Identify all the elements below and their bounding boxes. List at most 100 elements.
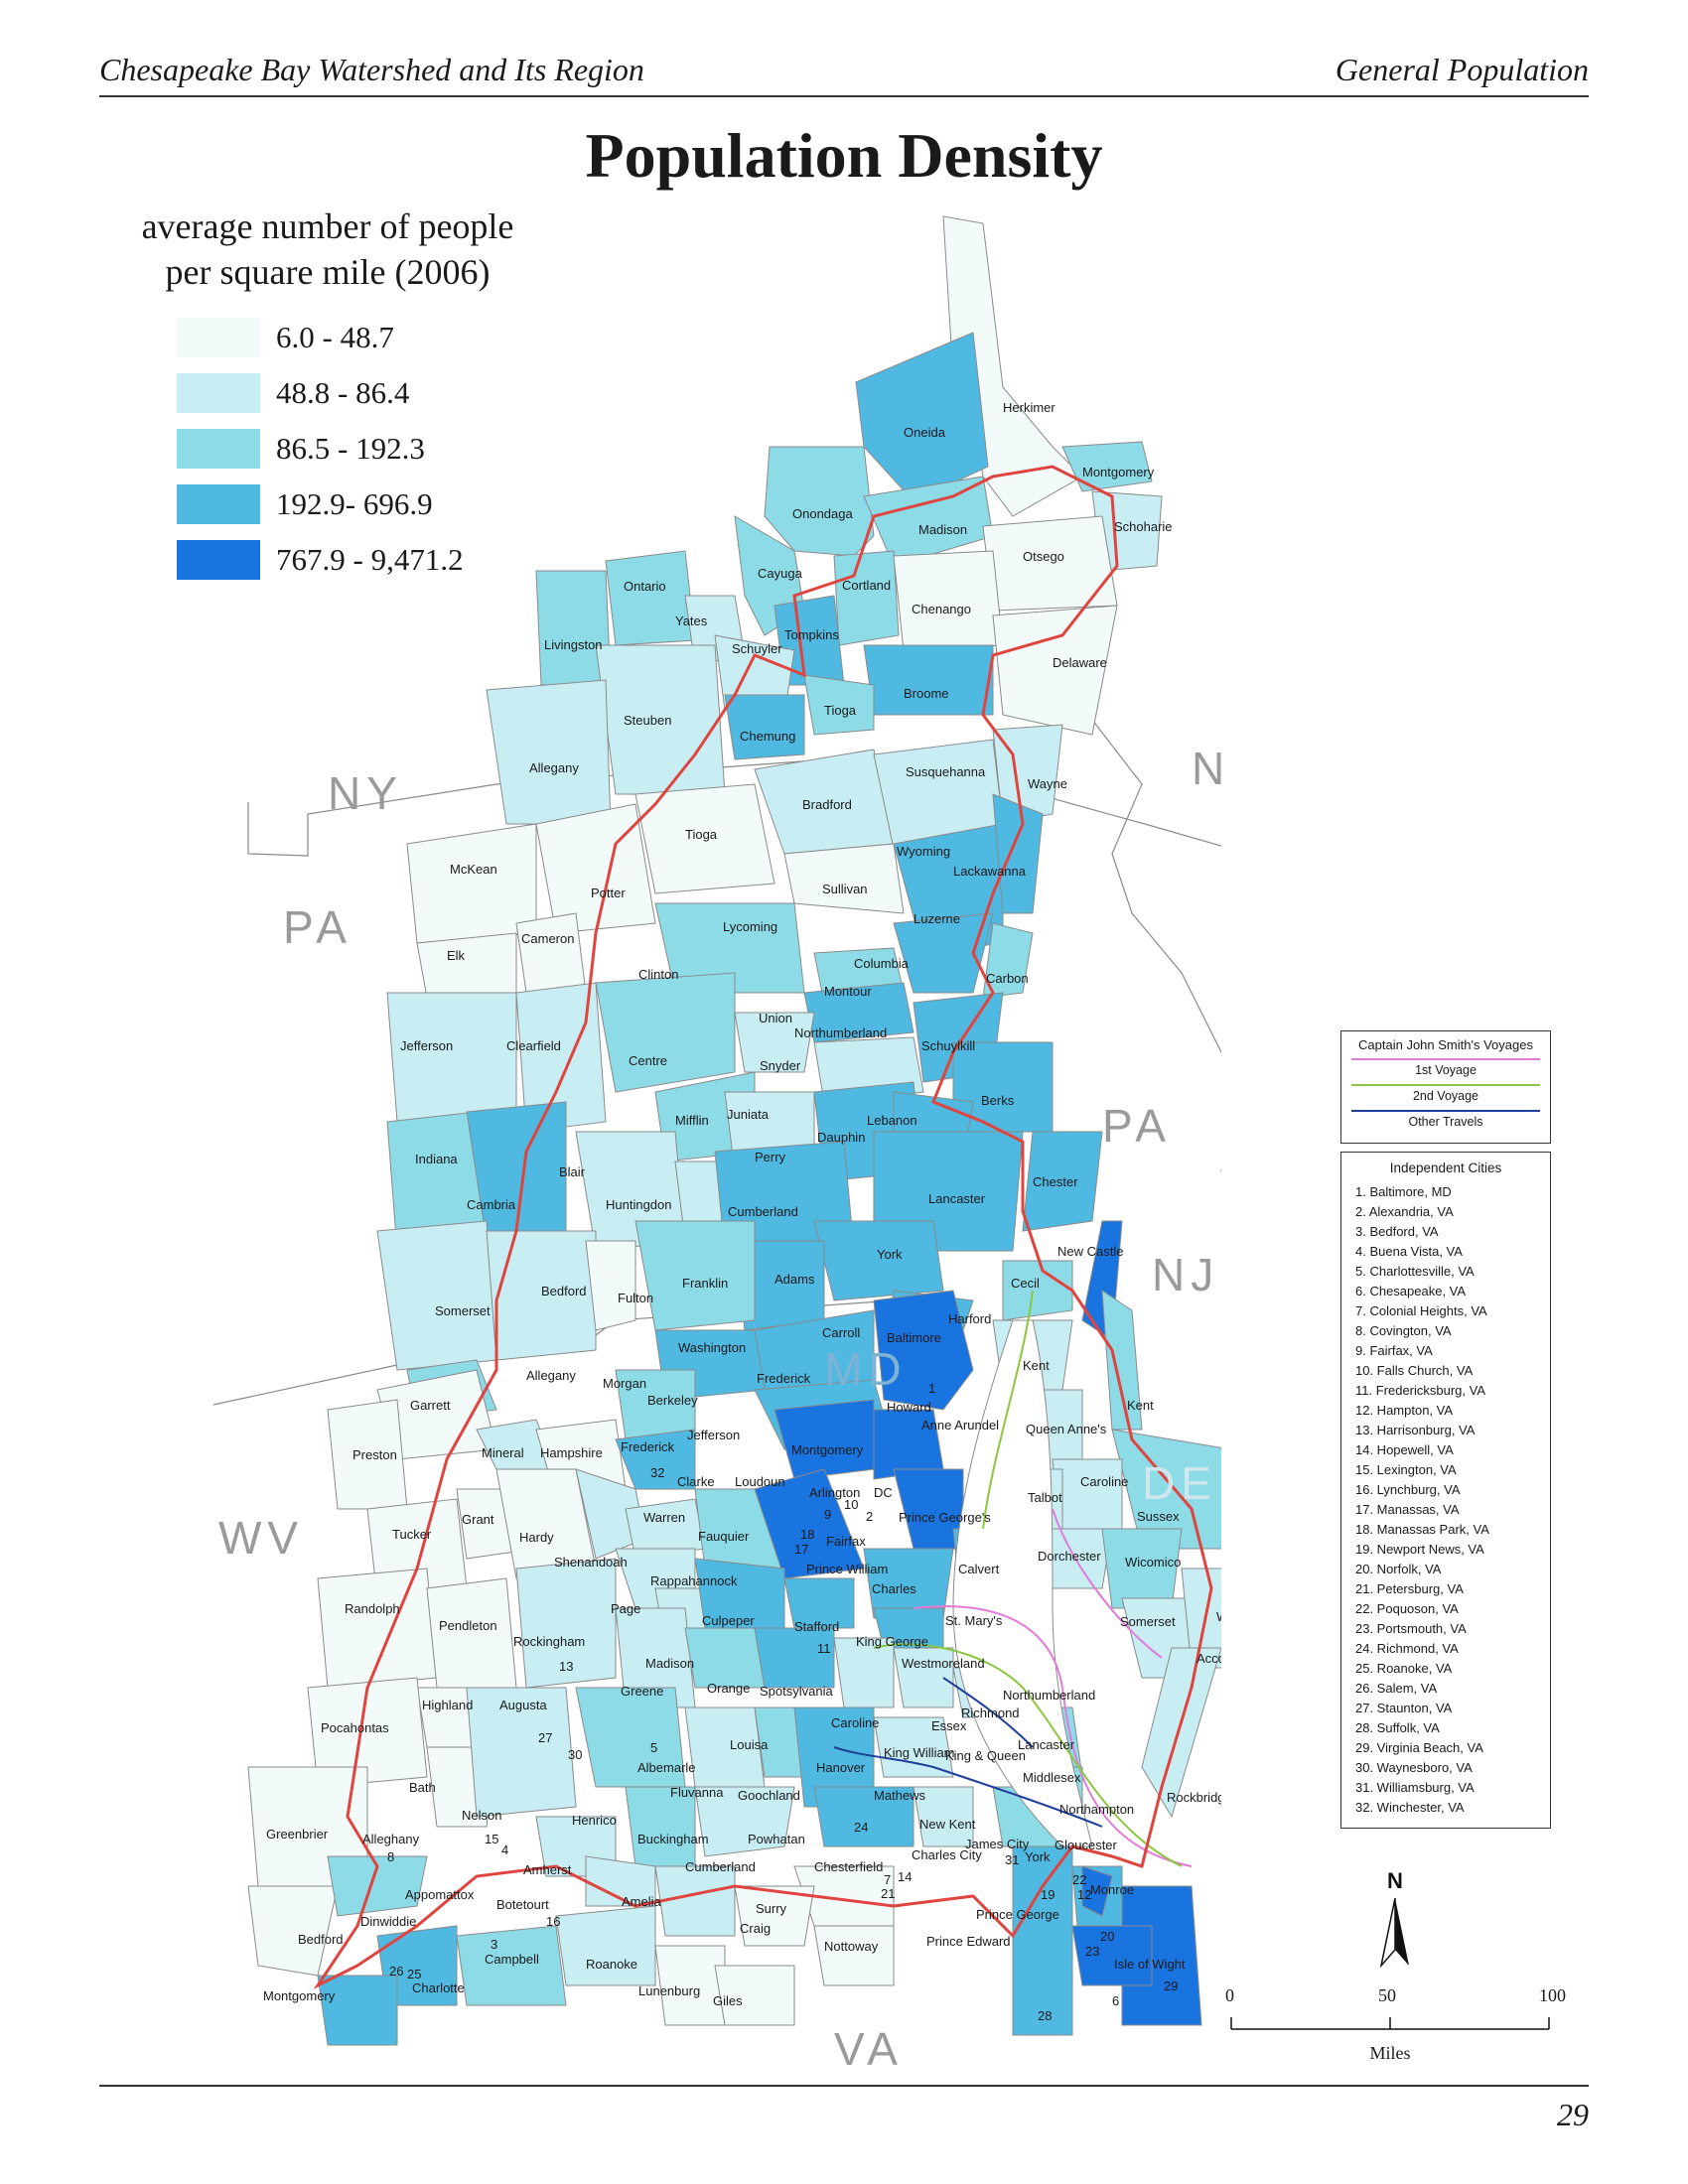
county-label: Accomack bbox=[1196, 1651, 1221, 1666]
city-number: 17 bbox=[794, 1542, 808, 1557]
county-label: Spotsylvania bbox=[760, 1684, 833, 1699]
county-label: Schuyler bbox=[732, 641, 782, 656]
county-label: Livingston bbox=[544, 637, 603, 652]
city-item: 3. Bedford, VA bbox=[1355, 1224, 1439, 1239]
county-label: Talbot bbox=[1028, 1490, 1062, 1505]
county-label: Middlesex bbox=[1023, 1770, 1081, 1785]
city-number: 30 bbox=[568, 1747, 582, 1762]
county-label: Lackawanna bbox=[953, 864, 1027, 879]
running-header-left: Chesapeake Bay Watershed and Its Region bbox=[99, 52, 644, 87]
county-label: Cortland bbox=[842, 578, 891, 593]
page-title: Population Density bbox=[585, 120, 1103, 191]
state-label-md: MD bbox=[824, 1343, 908, 1395]
county-label: Clearfield bbox=[506, 1038, 561, 1053]
county-label: Tucker bbox=[392, 1527, 432, 1542]
city-number: 21 bbox=[881, 1886, 895, 1901]
city-item: 32. Winchester, VA bbox=[1355, 1800, 1465, 1815]
county-label: Berks bbox=[981, 1093, 1015, 1108]
city-number: 13 bbox=[559, 1659, 573, 1674]
county-label: Augusta bbox=[499, 1698, 547, 1712]
county-label: Grant bbox=[462, 1512, 494, 1527]
county-label: Loudoun bbox=[735, 1474, 785, 1489]
independent-cities-legend: Independent Cities 1. Baltimore, MD 2. A… bbox=[1340, 1152, 1551, 1829]
state-label-pa-west: PA bbox=[283, 901, 352, 953]
county-label: Baltimore bbox=[887, 1330, 941, 1345]
scale-bar: 0 50 100 Miles bbox=[1192, 1985, 1609, 2065]
city-number: 7 bbox=[884, 1872, 891, 1887]
city-number: 22 bbox=[1072, 1872, 1086, 1887]
county-label: Bedford bbox=[541, 1284, 587, 1298]
county-label: Morgan bbox=[603, 1376, 646, 1391]
city-item: 20. Norfolk, VA bbox=[1355, 1562, 1442, 1576]
county-label: Chemung bbox=[740, 729, 795, 744]
county-label: Albemarle bbox=[637, 1760, 696, 1775]
legend-swatch bbox=[177, 540, 260, 580]
county-label: Montgomery bbox=[1082, 465, 1155, 479]
county-label: Giles bbox=[713, 1993, 743, 2008]
voyages-legend-title: Captain John Smith's Voyages bbox=[1358, 1037, 1533, 1052]
county-label: Charles bbox=[872, 1581, 916, 1596]
city-item: 11. Fredericksburg, VA bbox=[1355, 1383, 1486, 1398]
county-label: Cayuga bbox=[758, 566, 803, 581]
other-travels-label: Other Travels bbox=[1408, 1115, 1483, 1129]
county-label: Madison bbox=[645, 1656, 694, 1671]
county-label: Hampshire bbox=[540, 1445, 603, 1460]
county-label: Allegany bbox=[529, 760, 579, 775]
county-label: Rockbridge bbox=[1167, 1790, 1221, 1805]
county-label: Ontario bbox=[624, 579, 666, 594]
city-item: 30. Waynesboro, VA bbox=[1355, 1760, 1473, 1775]
county-label: Oneida bbox=[904, 425, 946, 440]
footer-rule bbox=[99, 2085, 1589, 2087]
county-label: Wayne bbox=[1028, 776, 1067, 791]
county-label: Delaware bbox=[1053, 655, 1107, 670]
legend-label: 6.0 - 48.7 bbox=[276, 320, 394, 354]
county-label: Northumberland bbox=[1003, 1688, 1095, 1703]
county-label: DC bbox=[874, 1485, 893, 1500]
city-item: 8. Covington, VA bbox=[1355, 1323, 1452, 1338]
county-label: Caroline bbox=[1080, 1474, 1128, 1489]
county-label: Culpeper bbox=[702, 1613, 755, 1628]
county-label: Centre bbox=[629, 1053, 667, 1068]
county-label: Mifflin bbox=[675, 1113, 709, 1128]
county-label: Steuben bbox=[624, 713, 671, 728]
county-label: Charles City bbox=[912, 1847, 982, 1862]
city-item: 16. Lynchburg, VA bbox=[1355, 1482, 1461, 1497]
city-item: 2. Alexandria, VA bbox=[1355, 1204, 1454, 1219]
city-number: 16 bbox=[546, 1914, 560, 1929]
county-label: Warren bbox=[643, 1510, 685, 1525]
page-number: 29 bbox=[1557, 2097, 1589, 2132]
county-label: Prince George's bbox=[899, 1510, 991, 1525]
county-label: Potter bbox=[591, 886, 626, 900]
legend-label: 86.5 - 192.3 bbox=[276, 431, 425, 466]
county-labels: Herkimer Oneida Montgomery Onondaga Madi… bbox=[263, 400, 1221, 2008]
county-label: Hardy bbox=[519, 1530, 554, 1545]
county-label: Tompkins bbox=[784, 627, 839, 642]
county-label: Montour bbox=[824, 984, 872, 999]
county-label: Alleghany bbox=[362, 1832, 420, 1846]
scale-tick-label: 50 bbox=[1378, 1985, 1396, 2005]
county-label: Adams bbox=[774, 1272, 815, 1287]
county-label: St. Mary's bbox=[945, 1613, 1003, 1628]
other-travels-route bbox=[833, 1677, 1103, 1828]
county-label: Roanoke bbox=[586, 1957, 637, 1972]
county-label: King & Queen bbox=[945, 1748, 1026, 1763]
county-label: Mathews bbox=[874, 1788, 926, 1803]
county-label: Frederick bbox=[621, 1439, 675, 1454]
county-label: Otsego bbox=[1023, 549, 1064, 564]
county-label: Somerset bbox=[1120, 1614, 1176, 1629]
region-va bbox=[317, 1468, 1202, 2046]
city-number: 1 bbox=[928, 1381, 935, 1396]
state-label-va: VA bbox=[834, 2023, 904, 2075]
county-label: Somerset bbox=[435, 1303, 491, 1318]
county-label: Union bbox=[759, 1011, 792, 1025]
county-label: Jefferson bbox=[687, 1428, 740, 1442]
city-number: 4 bbox=[501, 1843, 508, 1857]
county-label: Huntingdon bbox=[606, 1197, 672, 1212]
city-number: 23 bbox=[1085, 1944, 1099, 1959]
county-label: Blair bbox=[559, 1164, 586, 1179]
county-label: Highland bbox=[422, 1698, 473, 1712]
city-number: 15 bbox=[485, 1832, 498, 1846]
county-label: Preston bbox=[352, 1447, 397, 1462]
county-label: Louisa bbox=[730, 1737, 769, 1752]
county-label: Dauphin bbox=[817, 1130, 865, 1145]
